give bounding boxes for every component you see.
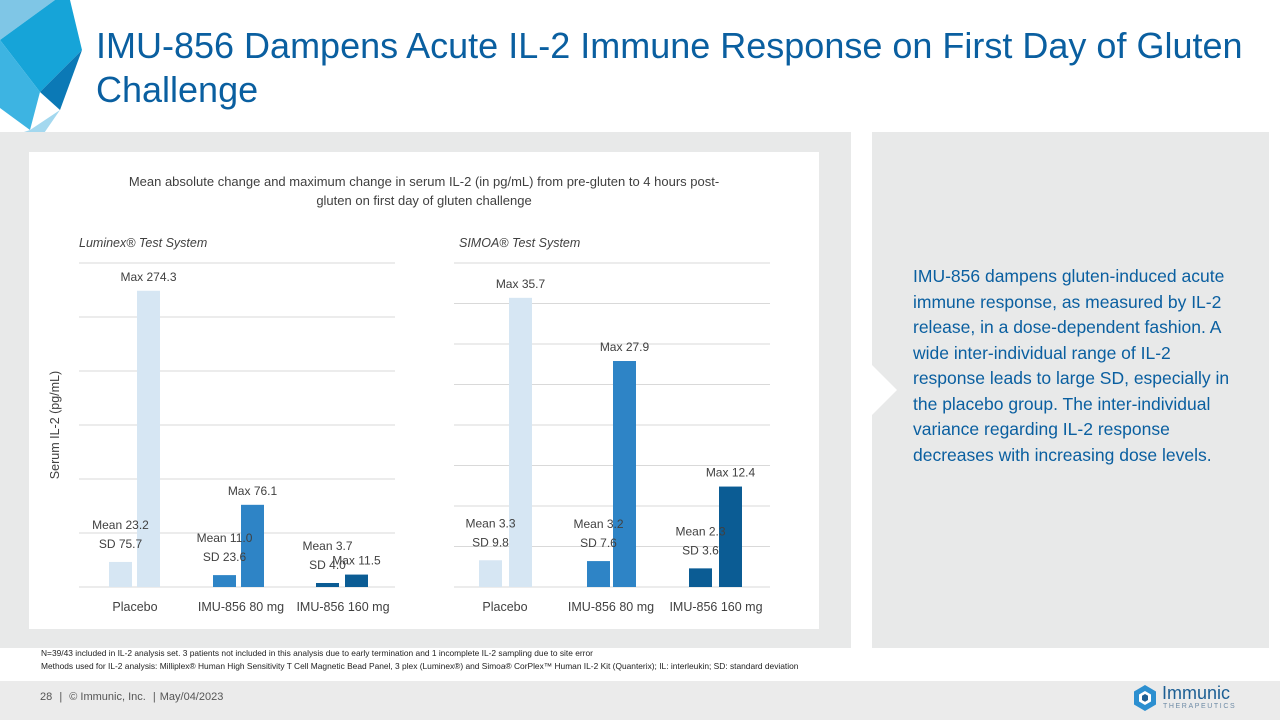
sd-label: SD 23.6 [203, 550, 247, 564]
y-axis-label: Serum IL-2 (pg/mL) [48, 371, 62, 479]
mean-label: Mean 3.3 [465, 516, 515, 530]
chart-canvas: Mean absolute change and maximum change … [48, 174, 770, 614]
max-label: Max 27.9 [600, 340, 650, 354]
copyright: © Immunic, Inc. [69, 691, 146, 703]
max-label: Max 76.1 [228, 484, 278, 498]
sd-label: SD 7.6 [580, 536, 617, 550]
category-label: IMU-856 80 mg [198, 600, 284, 614]
chart-card: Mean absolute change and maximum change … [29, 152, 819, 629]
mean-label: Mean 2.3 [675, 524, 725, 538]
footnote-analysis-set: N=39/43 included in IL-2 analysis set. 3… [41, 648, 593, 658]
logo-subtitle: THERAPEUTICS [1163, 703, 1237, 710]
bar-mean [587, 561, 610, 587]
chart-title-line-1: Mean absolute change and maximum change … [129, 174, 719, 189]
logo-name: Immunic [1162, 683, 1231, 703]
bar-mean [689, 568, 712, 587]
summary-panel [872, 132, 1269, 648]
bar-max [509, 297, 532, 587]
logo-icon [1134, 685, 1156, 711]
company-logo: Immunic THERAPEUTICS [1132, 683, 1244, 713]
bar-max [345, 574, 368, 587]
mean-label: Mean 3.7 [302, 539, 352, 553]
footer-date: May/04/2023 [159, 691, 224, 703]
bar-max [241, 504, 264, 587]
mean-label: Mean 11.0 [197, 531, 253, 545]
sd-label: SD 4.0 [309, 558, 346, 572]
panel-notch [872, 365, 897, 415]
max-label: Max 11.5 [332, 554, 381, 568]
page-number: 28 [40, 691, 53, 703]
category-label: IMU-856 160 mg [296, 600, 389, 614]
bar-mean [479, 560, 502, 587]
sd-label: SD 75.7 [99, 537, 143, 551]
slide-title: IMU-856 Dampens Acute IL-2 Immune Respon… [96, 25, 1243, 110]
summary-text: IMU-856 dampens gluten-induced acute imm… [913, 266, 1230, 465]
footer-separator: | [152, 691, 156, 703]
max-label: Max 35.7 [496, 277, 546, 291]
bar-max [613, 361, 636, 587]
bar-max [719, 486, 742, 587]
bar-mean [213, 575, 236, 587]
bar-mean [316, 583, 339, 587]
chart-title-line-2: gluten on first day of gluten challenge [316, 193, 531, 208]
sd-label: SD 9.8 [472, 535, 509, 549]
mean-label: Mean 23.2 [92, 518, 149, 532]
footnote-methods: Methods used for IL-2 analysis: Milliple… [41, 661, 799, 671]
footer: 28 | © Immunic, Inc. | May/04/2023 [40, 691, 227, 703]
panel-title: SIMOA® Test System [459, 236, 580, 250]
bar-max [137, 290, 160, 587]
max-label: Max 12.4 [706, 466, 756, 480]
bar-mean [109, 561, 132, 587]
category-label: Placebo [482, 600, 527, 614]
category-label: IMU-856 80 mg [568, 600, 654, 614]
max-label: Max 274.3 [120, 270, 176, 284]
mean-label: Mean 3.2 [573, 517, 623, 531]
footer-bar [0, 681, 1280, 720]
footer-separator: | [59, 691, 63, 703]
sd-label: SD 3.6 [682, 543, 719, 557]
category-label: Placebo [112, 600, 157, 614]
category-label: IMU-856 160 mg [669, 600, 762, 614]
panel-title: Luminex® Test System [79, 236, 207, 250]
